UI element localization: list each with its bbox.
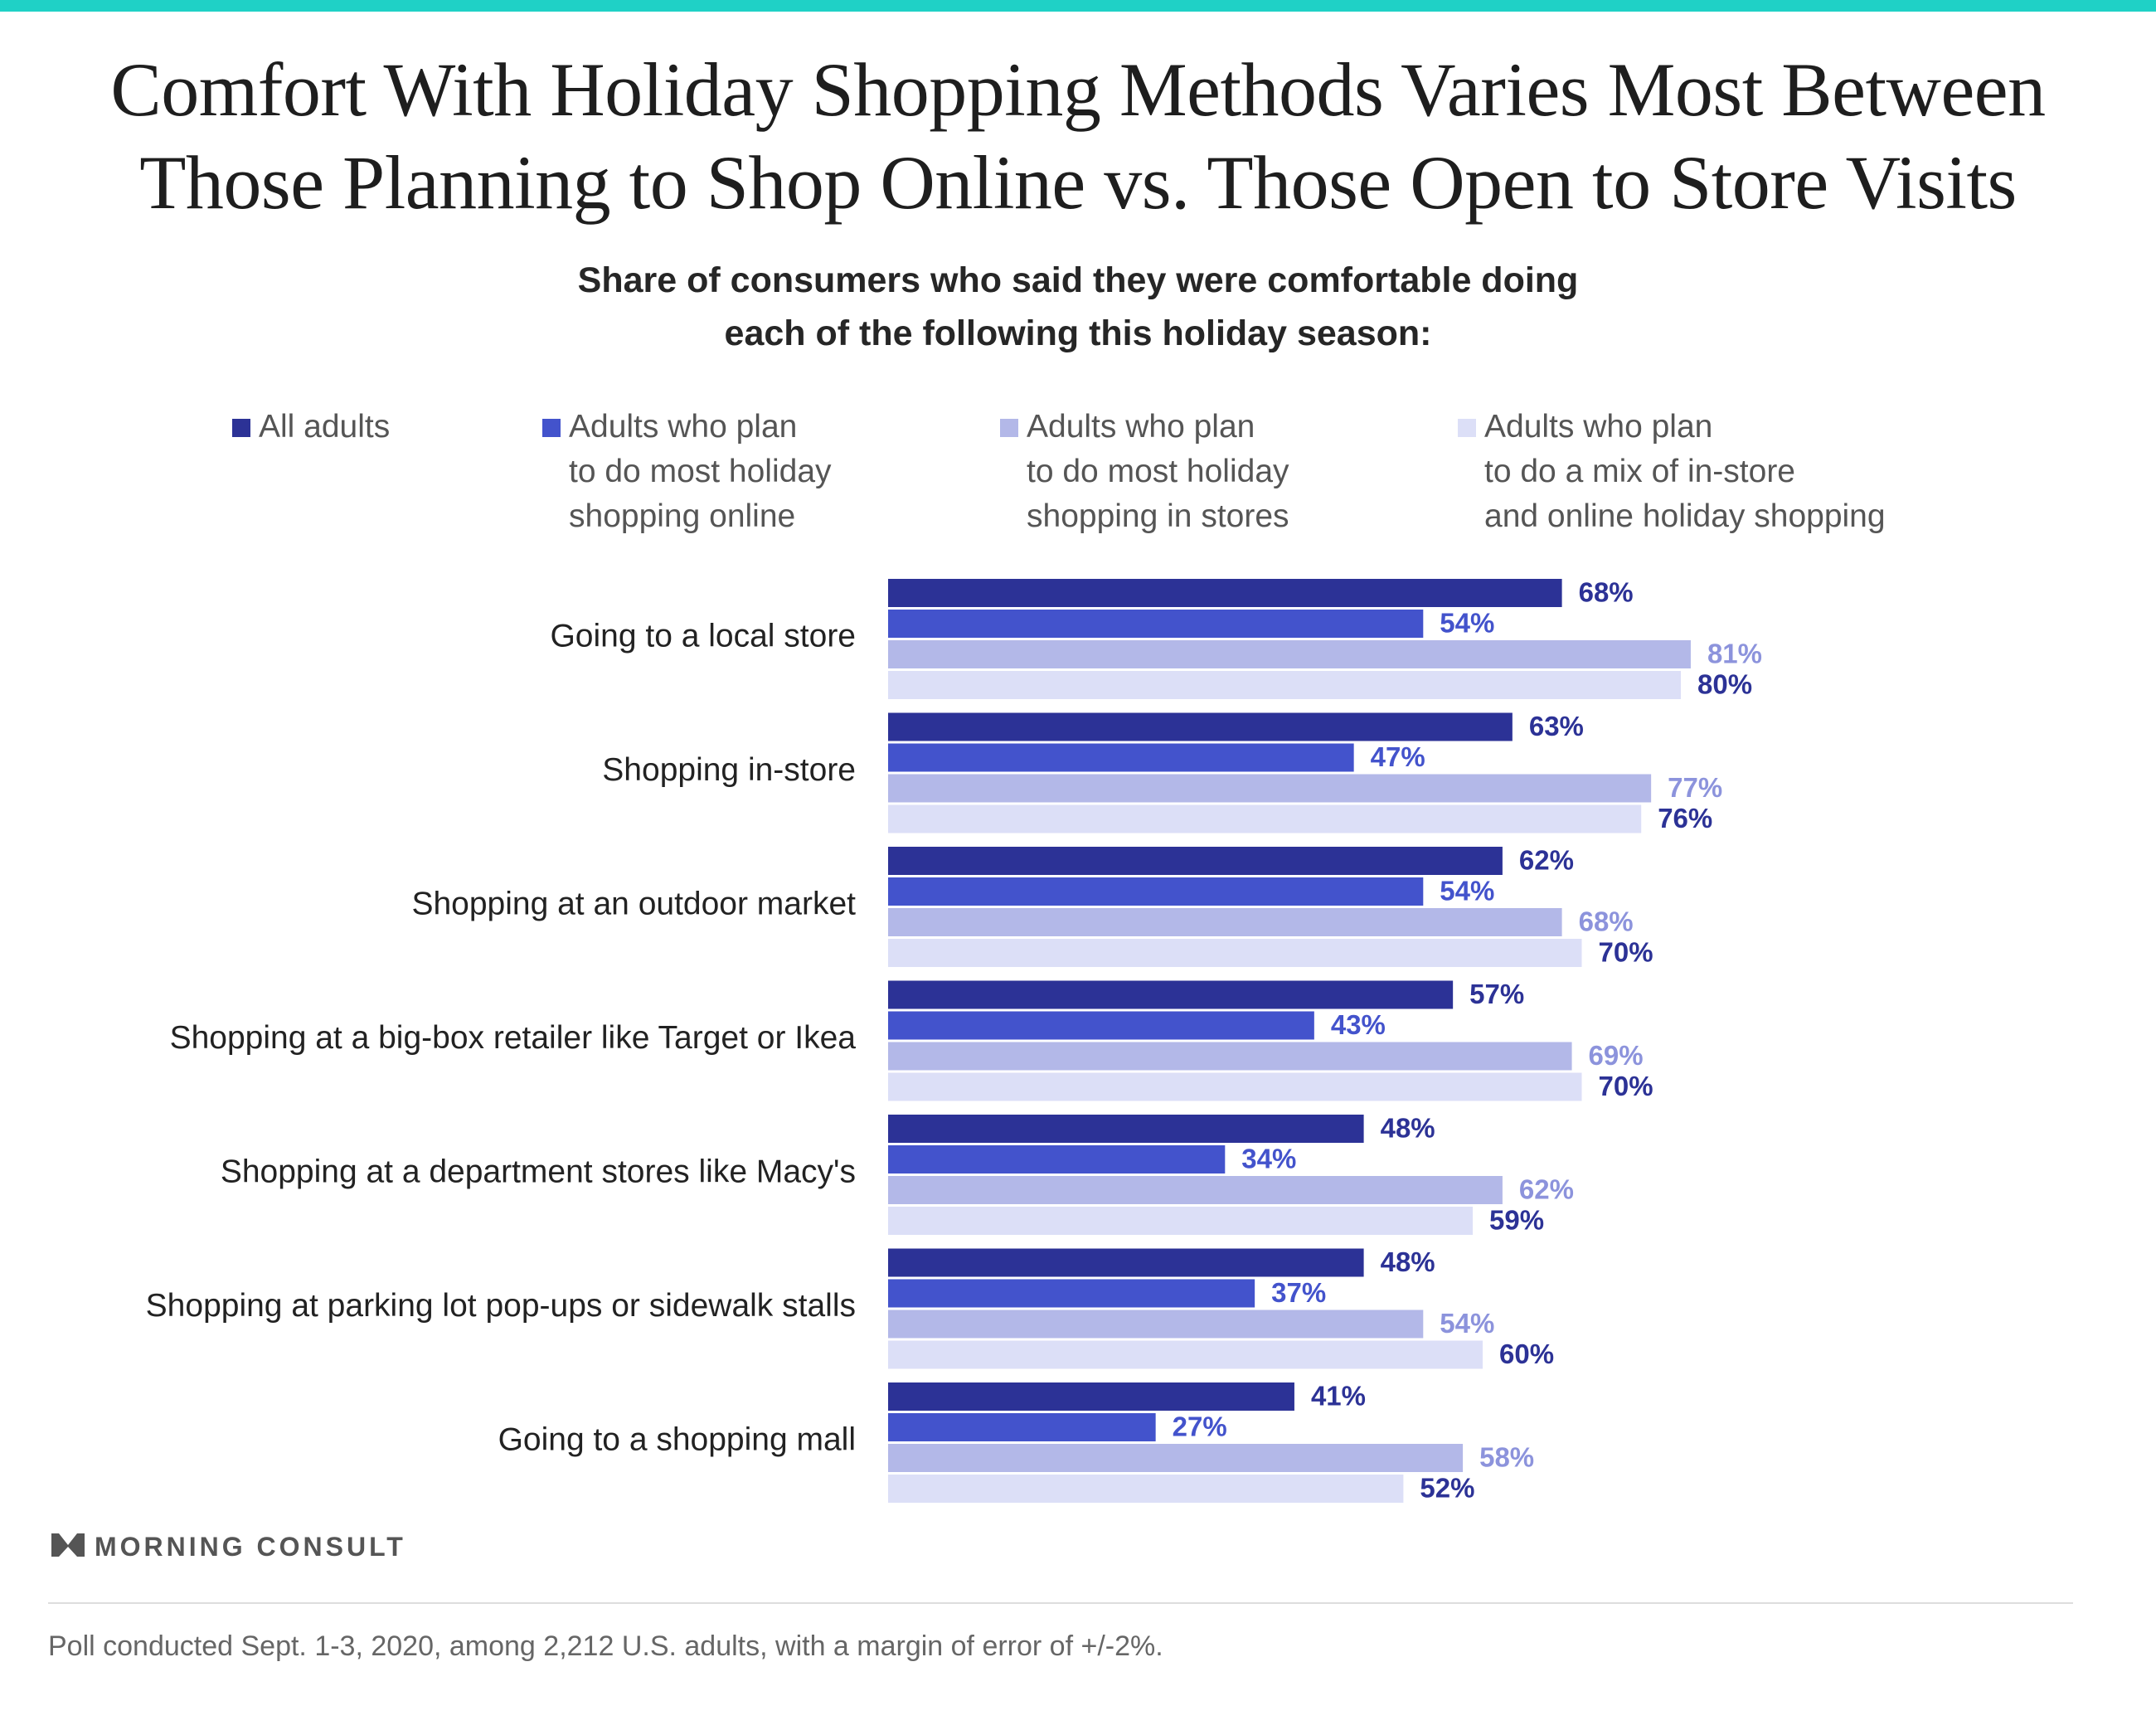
- data-label: 54%: [1440, 876, 1494, 906]
- bar: [888, 712, 1513, 741]
- bar: [888, 610, 1424, 638]
- data-label: 63%: [1529, 711, 1584, 741]
- legend-label-line: to do most holiday: [1027, 454, 1289, 489]
- data-label: 48%: [1381, 1113, 1435, 1144]
- footnote: Poll conducted Sept. 1-3, 2020, among 2,…: [48, 1630, 1163, 1662]
- data-label: 68%: [1579, 906, 1634, 937]
- category-label: Shopping at a big-box retailer like Targ…: [170, 1020, 857, 1056]
- data-label: 76%: [1658, 803, 1712, 833]
- legend-label-line: shopping in stores: [1027, 498, 1289, 534]
- morning-consult-logo: MORNING CONSULT: [51, 1530, 403, 1567]
- data-label: 62%: [1519, 1174, 1574, 1205]
- chart-subtitle-line: each of the following this holiday seaso…: [724, 313, 1432, 353]
- legend-swatch: [1000, 419, 1018, 437]
- bar: [888, 1310, 1424, 1339]
- data-label: 59%: [1489, 1205, 1544, 1236]
- legend-label-line: to do most holiday: [569, 454, 832, 489]
- data-label: 58%: [1479, 1442, 1534, 1473]
- bar: [888, 1207, 1474, 1235]
- bar: [888, 774, 1652, 803]
- data-label: 37%: [1271, 1277, 1326, 1308]
- data-label: 68%: [1579, 577, 1634, 608]
- legend-swatch: [232, 419, 250, 437]
- legend-swatch: [542, 419, 561, 437]
- top-accent-bar: [0, 0, 2156, 12]
- data-label: 57%: [1469, 979, 1524, 1009]
- chart-title-line: Those Planning to Shop Online vs. Those …: [139, 140, 2017, 225]
- legend-label-line: Adults who plan: [1027, 409, 1255, 445]
- bar: [888, 640, 1691, 668]
- bar: [888, 908, 1562, 936]
- bar: [888, 579, 1562, 607]
- legend-label: All adults: [259, 405, 690, 449]
- data-label: 48%: [1381, 1246, 1435, 1277]
- legend-label-line: All adults: [259, 409, 391, 445]
- bar: [888, 1444, 1464, 1472]
- bar: [888, 877, 1424, 906]
- chart-title-line: Comfort With Holiday Shopping Methods Va…: [110, 47, 2046, 132]
- legend-label-line: Adults who plan: [569, 409, 798, 445]
- legend-label-line: to do a mix of in-store: [1484, 454, 1795, 489]
- legend-swatch: [1458, 419, 1476, 437]
- bar: [888, 1279, 1255, 1308]
- morning-consult-m-icon: [51, 1533, 85, 1557]
- data-label: 47%: [1371, 741, 1425, 772]
- legend-label-line: Adults who plan: [1484, 409, 1713, 445]
- bar: [888, 1248, 1364, 1277]
- data-label: 52%: [1420, 1473, 1474, 1504]
- bar: [888, 1011, 1314, 1040]
- data-label: 77%: [1668, 772, 1722, 803]
- legend-label-line: shopping online: [569, 498, 796, 534]
- bar: [888, 1072, 1582, 1101]
- data-label: 70%: [1599, 937, 1653, 968]
- bar: [888, 1413, 1156, 1441]
- bar: [888, 1176, 1503, 1204]
- data-label: 69%: [1589, 1040, 1644, 1071]
- legend-label-line: and online holiday shopping: [1484, 498, 1886, 534]
- data-label: 80%: [1697, 669, 1752, 700]
- chart-title: Comfort With Holiday Shopping Methods Va…: [0, 43, 2156, 229]
- data-label: 34%: [1241, 1144, 1296, 1174]
- category-label: Going to a shopping mall: [498, 1421, 856, 1457]
- bar: [888, 743, 1354, 772]
- category-label: Shopping at parking lot pop-ups or sidew…: [146, 1288, 856, 1324]
- legend-label: Adults who plan to do most holiday shopp…: [569, 405, 1000, 539]
- data-label: 81%: [1707, 639, 1762, 669]
- bar: [888, 1145, 1226, 1173]
- data-label: 70%: [1599, 1071, 1653, 1101]
- bar: [888, 671, 1681, 699]
- data-label: 54%: [1440, 608, 1494, 639]
- data-label: 60%: [1499, 1339, 1554, 1369]
- category-label: Shopping at an outdoor market: [411, 886, 856, 921]
- data-label: 41%: [1311, 1381, 1366, 1412]
- bar: [888, 804, 1642, 833]
- bar: [888, 980, 1454, 1009]
- bar: [888, 847, 1503, 875]
- footer-divider: [48, 1602, 2073, 1604]
- legend-label: Adults who plan to do a mix of in-store …: [1484, 405, 1916, 539]
- bar: [888, 1042, 1572, 1071]
- bar: [888, 1382, 1294, 1411]
- brand-wordmark: MORNING CONSULT: [95, 1532, 406, 1562]
- data-label: 62%: [1519, 845, 1574, 876]
- category-label: Going to a local store: [550, 618, 856, 654]
- bar: [888, 939, 1582, 967]
- data-label: 27%: [1173, 1412, 1227, 1442]
- data-label: 43%: [1331, 1009, 1386, 1040]
- bar: [888, 1115, 1364, 1143]
- category-label: Shopping in-store: [602, 752, 856, 788]
- bar: [888, 1340, 1483, 1369]
- legend-label: Adults who plan to do most holiday shopp…: [1027, 405, 1458, 539]
- bar: [888, 1475, 1404, 1503]
- chart-subtitle: Share of consumers who said they were co…: [0, 254, 2156, 360]
- data-label: 54%: [1440, 1308, 1494, 1339]
- category-label: Shopping at a department stores like Mac…: [221, 1154, 856, 1189]
- chart-subtitle-line: Share of consumers who said they were co…: [577, 260, 1579, 300]
